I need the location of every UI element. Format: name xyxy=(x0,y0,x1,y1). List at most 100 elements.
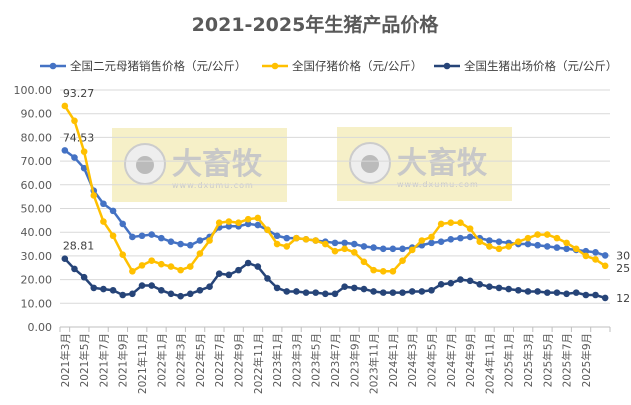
data-point xyxy=(80,148,88,155)
data-point xyxy=(283,243,291,250)
data-point xyxy=(457,276,464,283)
x-tick-label: 2024年1月 xyxy=(387,333,400,387)
data-point xyxy=(109,286,117,294)
data-point xyxy=(457,234,464,242)
data-point xyxy=(418,237,426,244)
data-point xyxy=(592,256,599,263)
x-tick-label: 2023年9月 xyxy=(348,333,361,387)
watermark-eye-icon xyxy=(136,156,154,174)
data-point xyxy=(302,289,310,296)
data-point xyxy=(379,289,387,296)
data-point xyxy=(71,117,78,125)
x-tick-label: 2025年9月 xyxy=(580,333,593,387)
data-point xyxy=(71,154,78,161)
data-point xyxy=(177,266,184,274)
x-tick-label: 2023年3月 xyxy=(290,333,303,387)
x-tick-label: 2025年3月 xyxy=(522,333,535,387)
data-point xyxy=(264,275,271,282)
data-point xyxy=(601,252,609,259)
data-point xyxy=(80,164,88,172)
data-point xyxy=(283,234,291,242)
data-point xyxy=(273,240,281,248)
data-point xyxy=(360,285,368,293)
x-tick-label: 2024年5月 xyxy=(425,333,438,387)
data-point xyxy=(138,232,146,240)
legend-item: 全国仔猪价格（元/公斤） xyxy=(262,59,422,73)
data-point xyxy=(109,207,117,215)
x-tick-label: 2024年11月 xyxy=(483,333,496,394)
data-label-first: 93.27 xyxy=(63,87,95,100)
data-point xyxy=(515,238,522,245)
data-point xyxy=(534,288,541,295)
data-point xyxy=(80,273,88,281)
data-point xyxy=(158,234,165,242)
data-point xyxy=(437,220,445,228)
chart-title: 2021-2025年生猪产品价格 xyxy=(192,13,440,36)
data-point xyxy=(167,290,175,298)
data-point xyxy=(196,286,204,294)
series-2: 93.27 25.80 xyxy=(61,87,631,275)
x-tick-label: 2021年3月 xyxy=(59,333,72,387)
x-tick-label: 2023年1月 xyxy=(271,333,284,387)
data-point xyxy=(167,238,175,245)
data-point xyxy=(215,270,223,277)
y-tick-label: 30.00 xyxy=(21,250,53,263)
data-point xyxy=(466,233,474,241)
data-point xyxy=(572,245,580,253)
data-point xyxy=(148,282,155,289)
data-point xyxy=(582,252,590,260)
data-point xyxy=(225,218,233,225)
data-point xyxy=(293,288,300,295)
data-point xyxy=(158,260,165,268)
x-tick-label: 2022年1月 xyxy=(155,333,168,387)
legend-marker xyxy=(49,62,57,70)
data-point xyxy=(486,243,493,250)
x-tick-label: 2025年7月 xyxy=(561,333,574,387)
data-point xyxy=(322,240,329,248)
data-point xyxy=(563,245,570,253)
data-point xyxy=(524,234,532,242)
data-point xyxy=(100,218,107,225)
data-point xyxy=(196,237,204,244)
x-tick-label: 2022年3月 xyxy=(175,333,188,387)
data-point xyxy=(592,249,599,256)
x-tick-label: 2021年5月 xyxy=(78,333,91,387)
data-label-last: 30.21 xyxy=(616,249,631,262)
legend-marker xyxy=(443,62,451,70)
data-point xyxy=(90,284,98,292)
data-point xyxy=(186,263,194,270)
data-point xyxy=(457,219,464,227)
data-point xyxy=(486,283,493,291)
y-tick-label: 0.00 xyxy=(28,321,53,334)
y-tick-label: 80.00 xyxy=(21,131,53,144)
data-point xyxy=(389,289,397,296)
data-point xyxy=(553,234,561,242)
data-point xyxy=(592,291,599,299)
legend-item: 全国生猪出场价格（元/公斤） xyxy=(434,59,617,73)
data-point xyxy=(437,238,445,245)
data-point xyxy=(370,266,377,274)
data-point xyxy=(466,225,474,232)
data-point xyxy=(476,238,484,245)
data-point xyxy=(129,268,136,275)
data-point xyxy=(158,286,165,294)
data-point xyxy=(244,215,252,223)
data-point xyxy=(186,290,194,298)
gridlines xyxy=(60,89,610,328)
x-tick-label: 2025年5月 xyxy=(541,333,554,387)
data-point xyxy=(206,237,213,244)
x-tick-label: 2024年7月 xyxy=(445,333,458,387)
data-point xyxy=(331,247,339,255)
data-point xyxy=(601,294,609,302)
data-point xyxy=(447,219,455,227)
data-point xyxy=(264,226,271,234)
x-axis: 2021年3月 2021年5月 2021年7月 2021年9月 2021年11月 2022… xyxy=(59,326,611,394)
y-axis: 0.00 10.00 20.00 30.00 40.00 50.00 60.00 70.00 8… xyxy=(14,84,53,334)
data-point xyxy=(505,243,512,250)
data-point xyxy=(215,219,223,227)
data-point xyxy=(447,279,455,287)
